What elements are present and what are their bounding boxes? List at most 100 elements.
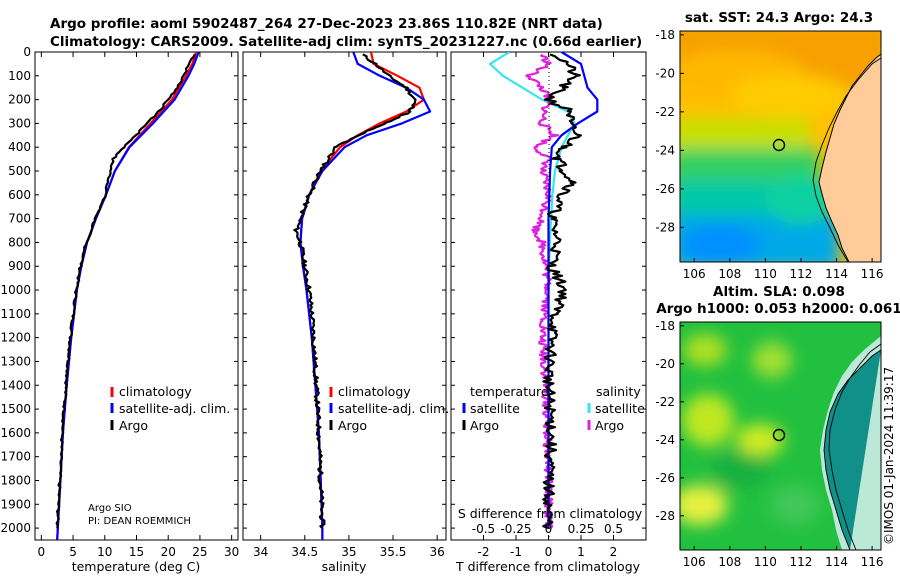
map-x-tick-label: 106 [683, 555, 706, 569]
map-x-tick-label: 116 [861, 267, 884, 281]
x-tick-label: 5 [69, 545, 77, 559]
map-x-tick-label: 108 [718, 267, 741, 281]
argo-pi-note: PI: DEAN ROEMMICH [88, 516, 191, 527]
figure-title-line1: Argo profile: aoml 5902487_264 27-Dec-20… [50, 16, 603, 32]
x-tick-label: 0 [38, 545, 46, 559]
map-y-tick-label: -28 [655, 509, 675, 523]
depth-tick-label: 300 [8, 116, 31, 130]
temperature-line-0 [56, 52, 198, 540]
difference-x-label: T difference from climatology [455, 559, 641, 574]
x-tick-label: 0 [545, 545, 553, 559]
salinity-line-2 [293, 53, 417, 529]
legend-label-temp-satellite: satellite [470, 401, 520, 416]
depth-tick-label: 0 [23, 45, 31, 59]
depth-tick-label: 900 [8, 259, 31, 273]
map-x-tick-label: 112 [790, 555, 813, 569]
depth-tick-label: 1600 [0, 426, 31, 440]
legend-label-temp-argo: Argo [470, 418, 499, 433]
map-y-tick-label: -26 [655, 471, 675, 485]
depth-tick-label: 1100 [0, 307, 31, 321]
depth-tick-label: 1400 [0, 378, 31, 392]
top-x-tick-label: 0.5 [604, 522, 623, 536]
sla-map-title-line2: Argo h1000: 0.053 h2000: 0.061 [656, 301, 900, 317]
imos-credit: ©IMOS 01-Jan-2024 11:39:17 [882, 367, 896, 545]
salinity-series [293, 52, 432, 540]
x-tick-label: 35.5 [380, 545, 407, 559]
argo-position-marker [772, 428, 786, 442]
legend-label-argo: Argo [338, 418, 367, 433]
map-x-tick-label: 114 [825, 267, 848, 281]
map-y-tick-label: -22 [655, 105, 675, 119]
difference-line-1 [542, 53, 582, 530]
difference-line-0 [547, 52, 599, 529]
legend-label-sal-argo: Argo [595, 418, 624, 433]
x-tick-label: -1 [510, 545, 522, 559]
depth-tick-label: 1000 [0, 283, 31, 297]
depth-tick-label: 1500 [0, 402, 31, 416]
salinity-x-label: salinity [322, 559, 367, 574]
difference-line-3 [525, 53, 560, 530]
x-tick-label: 35 [341, 545, 356, 559]
legend-label-satellite: satellite-adj. clim. [338, 401, 449, 416]
depth-tick-label: 1300 [0, 354, 31, 368]
x-tick-label: 34 [253, 545, 268, 559]
depth-tick-label: 600 [8, 188, 31, 202]
temperature-legend: climatology satellite-adj. clim. Argo [110, 384, 230, 433]
sla-map-frame [679, 321, 882, 551]
argo-institution-note: Argo SIO [88, 503, 132, 514]
salinity-plot-frame [242, 51, 447, 541]
map-y-tick-label: -22 [655, 395, 675, 409]
sst-map-frame [679, 30, 882, 263]
map-y-tick-label: -20 [655, 357, 675, 371]
x-tick-label: 15 [129, 545, 144, 559]
depth-tick-label: 1700 [0, 450, 31, 464]
argo-position-marker [772, 138, 786, 152]
x-tick-label: 30 [224, 545, 239, 559]
temperature-x-axis: 0 5 10 15 20 25 30 [38, 52, 239, 559]
depth-tick-label: 100 [8, 69, 31, 83]
map-y-tick-label: -20 [655, 66, 675, 80]
map-y-tick-label: -26 [655, 182, 675, 196]
map-y-tick-label: -18 [655, 319, 675, 333]
x-tick-label: 1 [577, 545, 585, 559]
temperature-series [55, 52, 200, 540]
sla-map-axes: 106 108 110 112 114 116 -18 -20 -22 -24 -26 -28 [655, 319, 883, 569]
x-tick-label: -2 [478, 545, 490, 559]
salinity-line-0 [299, 52, 425, 540]
depth-tick-label: 400 [8, 140, 31, 154]
temperature-plot-frame [34, 51, 239, 541]
difference-legend: temperature salinity satellite Argo sate… [462, 384, 645, 433]
legend-title-temperature: temperature [470, 384, 549, 399]
legend-label-sal-satellite: satellite [595, 401, 645, 416]
legend-label-argo: Argo [119, 418, 148, 433]
top-x-tick-label: -0.5 [472, 522, 495, 536]
sla-map-image [680, 322, 881, 550]
depth-tick-label: 1800 [0, 473, 31, 487]
legend-title-salinity: salinity [596, 384, 641, 399]
map-x-tick-label: 108 [718, 555, 741, 569]
depth-axis: 0 100 200 300 400 500 600 700 800 900 1000 1100 1200… [0, 45, 646, 535]
legend-label-satellite: satellite-adj. clim. [119, 401, 230, 416]
difference-top-x-label: S difference from climatology [458, 506, 643, 521]
legend-label-climatology: climatology [119, 384, 192, 399]
difference-series [488, 52, 599, 530]
salinity-difference-x-axis: -0.5 -0.25 0 0.25 0.5 [472, 522, 623, 536]
top-x-tick-label: -0.25 [500, 522, 531, 536]
map-y-tick-label: -24 [655, 143, 675, 157]
temperature-line-2 [55, 53, 196, 529]
sla-map-title-line1: Altim. SLA: 0.098 [713, 284, 845, 300]
map-x-tick-label: 112 [790, 267, 813, 281]
x-tick-label: 20 [161, 545, 176, 559]
temperature-line-1 [56, 52, 200, 540]
depth-tick-label: 800 [8, 235, 31, 249]
difference-x-axis: -2 -1 0 1 2 [478, 52, 617, 559]
sst-map-title: sat. SST: 24.3 Argo: 24.3 [685, 10, 873, 26]
salinity-legend: climatology satellite-adj. clim. Argo [329, 384, 449, 433]
top-x-tick-label: 0.25 [568, 522, 595, 536]
depth-tick-label: 1900 [0, 497, 31, 511]
figure-title-line2: Climatology: CARS2009. Satellite-adj cli… [50, 34, 642, 50]
x-tick-label: 25 [192, 545, 207, 559]
map-x-tick-label: 110 [754, 555, 777, 569]
x-tick-label: 36 [430, 545, 445, 559]
